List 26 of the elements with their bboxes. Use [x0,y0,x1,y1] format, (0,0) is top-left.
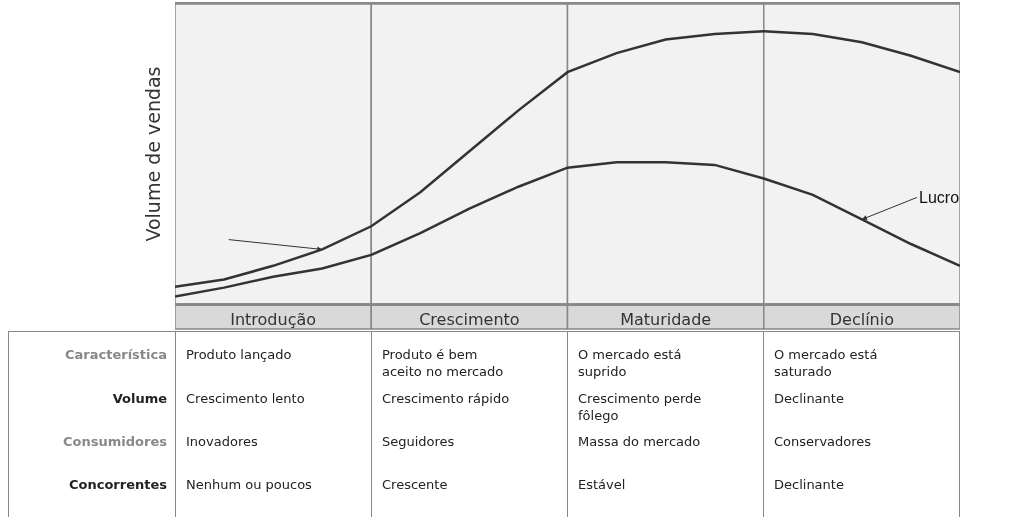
text: Crescimento rápido [371,387,568,431]
legend-label: Lucro [919,189,960,206]
text: O mercado está suprido [567,331,764,388]
text: Seguidores [371,430,568,474]
text: Nenhum ou poucos [175,473,372,517]
x-tick-label: Maturidade [620,309,712,329]
text: Crescimento lento [175,387,372,431]
text: Volume [8,387,176,431]
text: Crescente [371,473,568,517]
text: Declinante [763,387,960,431]
text: Concorrentes [8,473,176,517]
x-tick-label: Introdução [230,309,317,329]
text: Inovadores [175,430,372,474]
text: Massa do mercado [567,430,764,474]
x-tick-label: Declínio [829,309,894,329]
text: Consumidores [8,430,176,474]
text: Estável [567,473,764,517]
y-axis-title: Volume de vendas [141,66,164,242]
text: Declinante [763,473,960,517]
text: O mercado está saturado [763,331,960,388]
text: Produto lançado [175,331,372,388]
x-tick-label: Crescimento [419,309,520,329]
text: Crescimento perde fôlego [567,387,764,431]
text: Produto é bem aceito no mercado [371,331,568,388]
text: Característica [8,331,176,388]
text: Conservadores [763,430,960,474]
